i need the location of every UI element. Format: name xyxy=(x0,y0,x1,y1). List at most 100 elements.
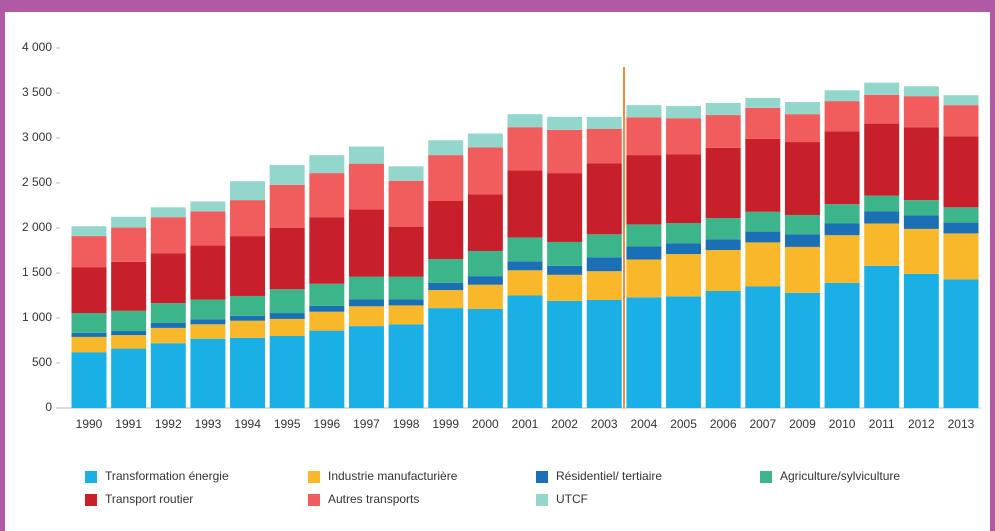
bar-segment xyxy=(71,313,107,333)
bar-segment xyxy=(190,211,226,246)
bar-segment xyxy=(745,97,781,108)
bar-segment xyxy=(269,336,305,408)
bar-segment xyxy=(467,133,503,148)
bar-segment xyxy=(586,300,622,408)
bar-segment xyxy=(626,297,662,408)
bar-segment xyxy=(388,226,424,277)
bar-segment xyxy=(428,259,464,283)
bar-segment xyxy=(230,337,266,408)
x-tick-label: 2005 xyxy=(670,417,697,431)
bar-segment xyxy=(507,261,543,271)
bar-segment xyxy=(309,330,345,408)
bar-segment xyxy=(348,276,384,300)
x-tick-label: 2002 xyxy=(551,417,578,431)
bar-segment xyxy=(150,253,186,304)
bar-segment xyxy=(269,184,305,228)
bar-segment xyxy=(824,223,860,236)
bar-segment xyxy=(943,233,979,280)
bar-segment xyxy=(388,180,424,227)
y-tick-label: 0 xyxy=(45,400,52,414)
bar-segment xyxy=(824,90,860,102)
bar-segment xyxy=(269,165,305,185)
bar-segment xyxy=(388,305,424,325)
bar-segment xyxy=(784,114,820,143)
bar-segment xyxy=(705,102,741,116)
x-tick-label: 2012 xyxy=(908,417,935,431)
bar-segment xyxy=(230,200,266,237)
legend-label: Transport routier xyxy=(105,492,193,506)
bar-segment xyxy=(230,315,266,321)
bar-segment xyxy=(745,242,781,287)
bar-segment xyxy=(824,235,860,283)
y-tick-label: 3 500 xyxy=(22,85,52,99)
bar-segment xyxy=(705,147,741,219)
bar-segment xyxy=(467,194,503,251)
bar-segment xyxy=(903,228,939,274)
bar-segment xyxy=(348,299,384,307)
bar-segment xyxy=(864,265,900,408)
bar-segment xyxy=(666,243,702,255)
bar-segment xyxy=(71,236,107,268)
bar-segment xyxy=(507,270,543,296)
bar-segment xyxy=(547,241,583,266)
bar-segment xyxy=(784,292,820,408)
bar-segment xyxy=(943,136,979,208)
x-tick-label: 2011 xyxy=(869,417,895,431)
bar-segment xyxy=(903,200,939,216)
x-tick-label: 2001 xyxy=(512,417,539,431)
legend-label: Résidentiel/ tertiaire xyxy=(556,469,662,483)
bar-segment xyxy=(666,254,702,297)
legend-label: Autres transports xyxy=(328,492,419,506)
bar-segment xyxy=(150,217,186,254)
bar-segment xyxy=(111,310,147,332)
x-tick-label: 1991 xyxy=(115,417,142,431)
bar-segment xyxy=(903,273,939,408)
bar-segment xyxy=(348,306,384,327)
bar-segment xyxy=(547,265,583,275)
bar-segment xyxy=(864,123,900,196)
bar-segment xyxy=(71,226,107,237)
bar-segment xyxy=(507,170,543,238)
bar-segment xyxy=(150,322,186,328)
bar-segment xyxy=(745,231,781,243)
y-tick-label: 1 000 xyxy=(22,310,52,324)
bar-segment xyxy=(348,146,384,164)
bar-segment xyxy=(943,105,979,137)
bar-segment xyxy=(309,217,345,284)
x-tick-label: 1993 xyxy=(195,417,222,431)
bar-segment xyxy=(309,173,345,218)
bar-segment xyxy=(111,216,147,228)
bar-segment xyxy=(428,308,464,408)
bar-segment xyxy=(903,96,939,128)
y-tick-label: 1 500 xyxy=(22,265,52,279)
x-tick-label: 2013 xyxy=(948,417,975,431)
bar-segment xyxy=(864,94,900,124)
bar-segment xyxy=(547,300,583,408)
bar-segment xyxy=(111,335,147,349)
bar-segment xyxy=(111,227,147,262)
bar-segment xyxy=(943,222,979,234)
bar-segment xyxy=(824,204,860,224)
bar-segment xyxy=(943,207,979,223)
x-tick-label: 2009 xyxy=(789,417,816,431)
bar-segment xyxy=(230,236,266,296)
bar-segment xyxy=(388,299,424,306)
bar-segment xyxy=(666,106,702,119)
legend-swatch xyxy=(85,471,97,483)
bar-segment xyxy=(467,276,503,285)
bar-segment xyxy=(586,129,622,164)
x-tick-label: 2006 xyxy=(710,417,737,431)
bar-segment xyxy=(666,154,702,224)
bar-segment xyxy=(348,326,384,408)
bar-segment xyxy=(388,166,424,181)
bar-segment xyxy=(309,283,345,306)
bar-segment xyxy=(190,245,226,300)
bar-segment xyxy=(824,131,860,205)
bar-segment xyxy=(705,291,741,408)
bar-segment xyxy=(705,218,741,240)
legend-label: Industrie manufacturière xyxy=(328,469,458,483)
bar-segment xyxy=(428,140,464,156)
legend-swatch xyxy=(536,494,548,506)
x-tick-label: 1999 xyxy=(432,417,459,431)
